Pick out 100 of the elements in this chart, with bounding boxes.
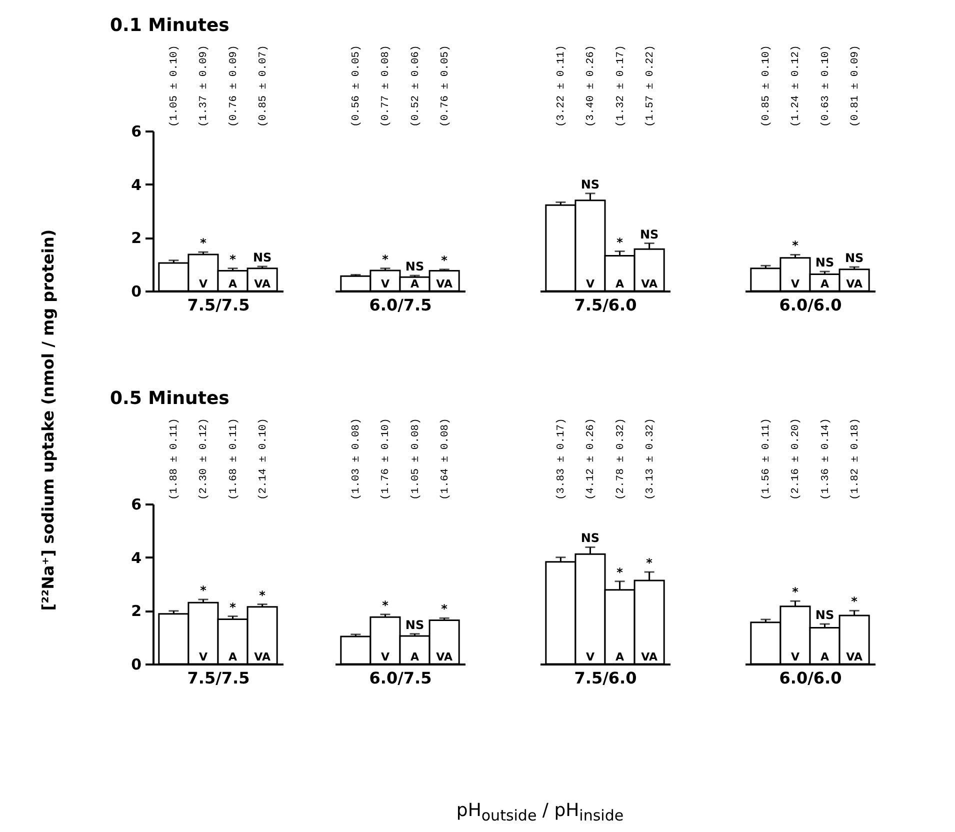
x-tick-label: A [616, 278, 625, 290]
x-tick-label: VA [641, 278, 658, 290]
data-label: (2.30 ± 0.12) [198, 418, 210, 500]
data-label: (1.24 ± 0.12) [790, 45, 802, 127]
data-label: (1.36 ± 0.14) [820, 418, 832, 500]
annotation: * [230, 600, 237, 614]
chart-title: 0.5 Minutes [110, 388, 230, 409]
x-tick-label: VA [254, 650, 271, 664]
x-tick-label: VA [254, 278, 271, 290]
data-label: (2.14 ± 0.10) [257, 418, 270, 500]
x-tick-label: A [228, 278, 238, 290]
x-tick-label: V [586, 278, 595, 290]
data-label: (1.57 ± 0.22) [644, 45, 656, 127]
y-tick-label: 4 [131, 548, 142, 567]
annotation: * [441, 602, 448, 616]
data-label: (1.76 ± 0.10) [380, 418, 392, 500]
data-label: (3.40 ± 0.26) [585, 45, 598, 127]
annotation: * [200, 583, 208, 598]
x-axis-title: 7.5/7.5 [187, 296, 250, 314]
x-tick-label: V [586, 650, 595, 664]
x-tick-label: V [198, 650, 208, 664]
annotation: NS [580, 531, 600, 546]
data-label: (1.64 ± 0.08) [439, 418, 452, 500]
data-label: (0.76 ± 0.05) [439, 45, 452, 127]
chart-title: 0.1 Minutes [110, 15, 230, 36]
data-label: (0.81 ± 0.09) [849, 45, 862, 127]
x-tick-label: A [228, 650, 238, 664]
x-tick-label: V [380, 650, 390, 664]
data-label: (1.88 ± 0.11) [168, 418, 181, 500]
data-label: (1.37 ± 0.09) [198, 45, 210, 127]
x-tick-label: VA [846, 650, 863, 664]
data-label: (1.05 ± 0.08) [410, 418, 422, 500]
annotation: NS [580, 177, 600, 192]
x-tick-label: VA [436, 278, 453, 290]
x-tick-label: A [410, 278, 420, 290]
annotation: NS [405, 618, 424, 632]
y-tick-label: 6 [131, 496, 142, 514]
x-tick-label: A [616, 650, 625, 664]
data-label: (4.12 ± 0.26) [585, 418, 598, 500]
annotation: * [792, 585, 800, 600]
annotation: NS [252, 250, 272, 264]
annotation: * [616, 565, 624, 580]
x-tick-label: VA [641, 650, 658, 664]
annotation: NS [815, 256, 834, 270]
data-label: (1.32 ± 0.17) [614, 45, 627, 127]
x-tick-label: VA [436, 650, 453, 664]
data-label: (0.63 ± 0.10) [820, 45, 832, 127]
data-label: (1.82 ± 0.18) [849, 418, 862, 500]
annotation: * [230, 252, 237, 266]
annotation: * [616, 235, 624, 250]
data-label: (0.52 ± 0.06) [410, 45, 422, 127]
data-label: (2.78 ± 0.32) [614, 418, 627, 500]
y-tick-label: 2 [131, 602, 142, 620]
x-tick-label: A [820, 278, 830, 290]
x-tick-label: A [410, 650, 420, 664]
data-label: (0.85 ± 0.10) [760, 45, 773, 127]
annotation: NS [640, 227, 659, 242]
x-axis-title: 6.0/7.5 [369, 296, 432, 314]
x-tick-label: V [380, 278, 390, 290]
data-label: (2.16 ± 0.20) [790, 418, 802, 500]
annotation: NS [844, 251, 864, 265]
y-tick-label: 0 [131, 282, 142, 300]
y-tick-label: 2 [131, 229, 142, 248]
annotation: * [851, 594, 858, 609]
annotation: NS [405, 260, 424, 274]
annotation: * [792, 238, 800, 253]
y-tick-label: 0 [131, 656, 142, 674]
annotation: * [646, 556, 654, 570]
annotation: * [441, 253, 448, 268]
data-label: (0.77 ± 0.08) [380, 45, 392, 127]
x-tick-label: V [790, 650, 800, 664]
data-label: (1.05 ± 0.10) [168, 45, 181, 127]
x-axis-title: 6.0/7.5 [369, 668, 432, 688]
y-tick-label: 4 [131, 176, 142, 194]
data-label: (1.56 ± 0.11) [760, 418, 773, 500]
y-axis-title: [²²Na⁺] sodium uptake (nmol / mg protein) [38, 229, 58, 611]
annotation: * [200, 236, 208, 250]
annotation: * [382, 252, 390, 266]
x-axis-title: 6.0/6.0 [779, 296, 842, 314]
data-label: (1.03 ± 0.08) [350, 418, 363, 500]
data-label: (0.85 ± 0.07) [257, 45, 270, 127]
x-tick-label: A [820, 650, 830, 664]
annotation: NS [815, 608, 834, 622]
annotation: * [259, 588, 266, 602]
data-label: (1.68 ± 0.11) [228, 418, 240, 500]
data-label: (0.56 ± 0.05) [350, 45, 363, 127]
x-axis-title: 7.5/7.5 [187, 668, 250, 688]
annotation: * [382, 598, 390, 612]
x-tick-label: V [198, 278, 208, 290]
x-axis-title: 6.0/6.0 [779, 668, 842, 688]
x-tick-label: V [790, 278, 800, 290]
data-label: (0.76 ± 0.09) [228, 45, 240, 127]
data-label: (3.22 ± 0.11) [556, 45, 568, 127]
data-label: (3.83 ± 0.17) [556, 418, 568, 500]
data-label: (3.13 ± 0.32) [644, 418, 656, 500]
x-tick-label: VA [846, 278, 863, 290]
x-axis-title: 7.5/6.0 [574, 296, 637, 314]
y-tick-label: 6 [131, 122, 142, 140]
x-axis-title: 7.5/6.0 [574, 668, 637, 688]
text: pH$_{outside}$ / pH$_{inside}$ [456, 800, 624, 825]
